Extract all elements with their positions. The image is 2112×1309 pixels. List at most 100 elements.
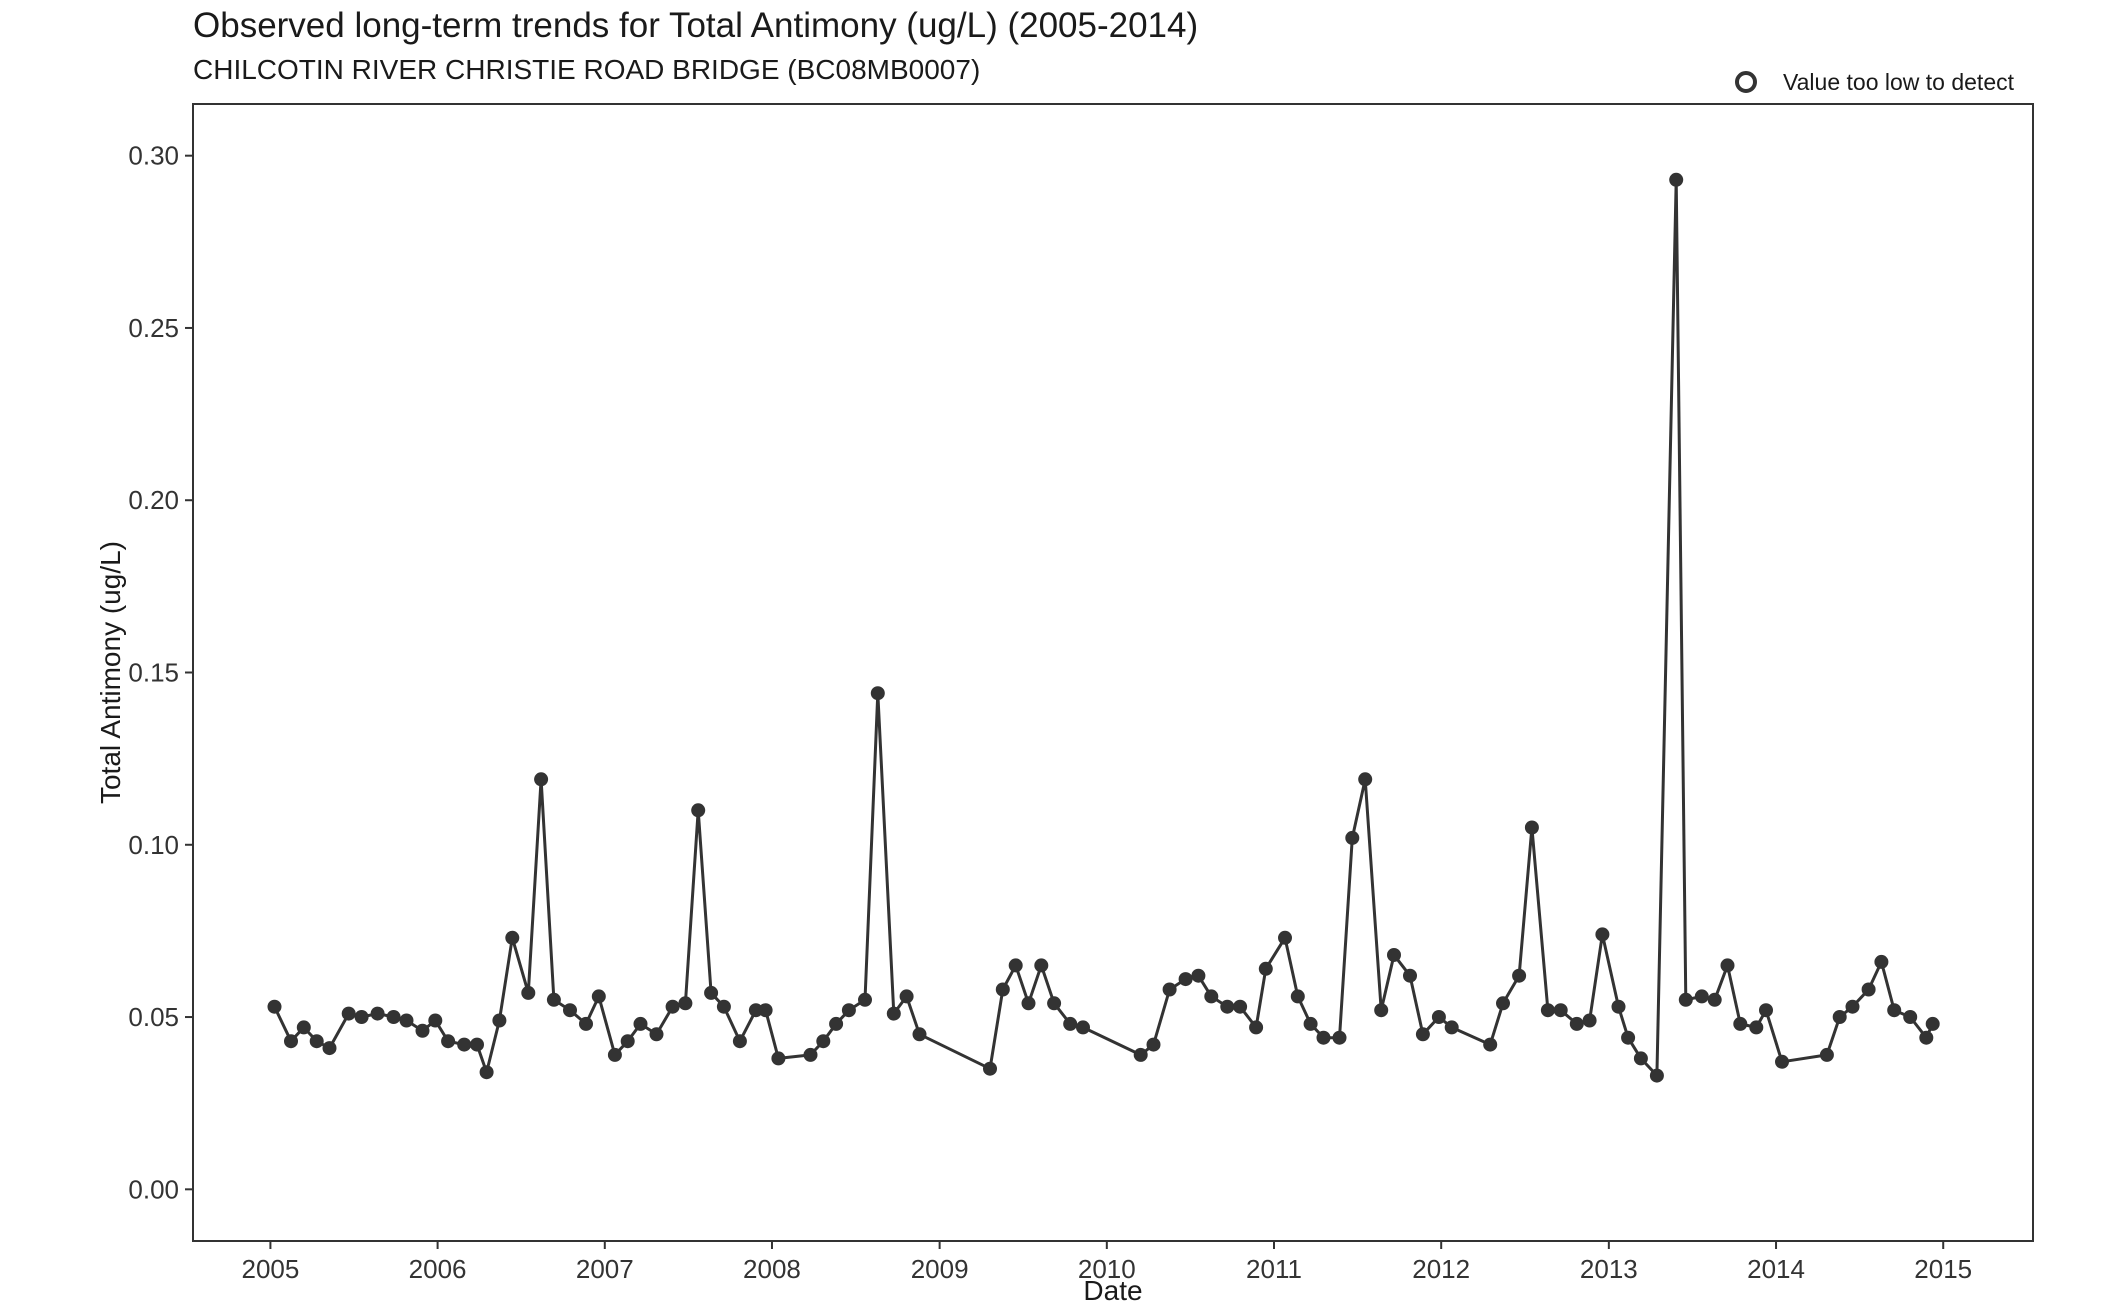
- data-point: [1694, 989, 1709, 1004]
- data-point: [1316, 1030, 1331, 1045]
- data-point: [1553, 1003, 1568, 1018]
- data-point: [1415, 1027, 1430, 1042]
- data-point: [1133, 1047, 1148, 1062]
- data-point: [1832, 1010, 1847, 1024]
- y-tick-label: 0.20: [128, 485, 179, 515]
- data-point: [1707, 992, 1722, 1007]
- x-tick-label: 2007: [576, 1254, 634, 1284]
- data-point: [1678, 992, 1693, 1007]
- data-point: [1903, 1010, 1918, 1024]
- data-point: [579, 1016, 593, 1031]
- data-point: [1483, 1037, 1498, 1052]
- x-tick-label: 2012: [1412, 1254, 1470, 1284]
- data-point: [899, 989, 914, 1004]
- x-tick-label: 2009: [911, 1254, 969, 1284]
- data-point: [1874, 954, 1889, 969]
- data-point: [322, 1041, 337, 1056]
- data-point: [1669, 172, 1684, 187]
- data-point: [1220, 999, 1235, 1014]
- data-point: [1303, 1016, 1318, 1031]
- x-tick-label: 2013: [1580, 1254, 1638, 1284]
- data-point: [1374, 1003, 1389, 1018]
- data-point: [816, 1034, 831, 1049]
- data-point: [505, 930, 520, 945]
- data-point: [1387, 948, 1401, 962]
- x-axis: 2005 2006 2007 2008 2009 2010 2011 2012 2013 2014…: [241, 1241, 1972, 1284]
- data-point: [704, 985, 719, 1000]
- data-point: [803, 1047, 818, 1062]
- data-point: [1925, 1016, 1940, 1031]
- data-point: [829, 1016, 844, 1031]
- data-point: [620, 1034, 635, 1049]
- data-point: [1345, 830, 1360, 845]
- data-point: [284, 1034, 298, 1049]
- data-point: [341, 1006, 356, 1021]
- data-point: [1191, 968, 1206, 983]
- data-point: [415, 1023, 430, 1038]
- data-point: [1021, 996, 1036, 1011]
- data-point: [1008, 958, 1023, 973]
- data-point: [1162, 982, 1177, 997]
- data-point: [1759, 1003, 1773, 1018]
- data-point: [758, 1003, 773, 1018]
- data-point: [1887, 1003, 1902, 1018]
- plot-panel-border: [192, 103, 2034, 1242]
- data-point: [354, 1010, 369, 1024]
- y-axis-label: Total Antimony (ug/L): [95, 541, 126, 804]
- data-point: [1034, 958, 1049, 973]
- data-point: [1047, 996, 1062, 1011]
- data-point: [370, 1006, 385, 1021]
- data-point: [1569, 1016, 1584, 1031]
- data-point: [771, 1051, 786, 1066]
- series-line: [273, 178, 1935, 1078]
- data-point: [441, 1034, 456, 1049]
- data-point: [296, 1020, 311, 1035]
- x-tick-label: 2011: [1246, 1254, 1302, 1284]
- y-tick-label: 0.00: [128, 1174, 179, 1204]
- data-point: [858, 992, 872, 1007]
- data-point: [1249, 1020, 1264, 1035]
- data-point: [1633, 1051, 1648, 1066]
- legend: Value too low to detect: [1735, 66, 2014, 98]
- data-point: [386, 1010, 401, 1024]
- x-tick-label: 2015: [1914, 1254, 1972, 1284]
- data-point: [1720, 958, 1735, 973]
- data-point: [1919, 1030, 1934, 1045]
- data-point: [1819, 1047, 1834, 1062]
- data-point: [492, 1013, 507, 1028]
- data-point: [1582, 1013, 1597, 1028]
- data-point: [1540, 1003, 1555, 1018]
- x-tick-label: 2008: [743, 1254, 801, 1284]
- data-point: [1524, 820, 1539, 835]
- data-point: [870, 686, 885, 701]
- data-point: [678, 996, 693, 1011]
- data-point: [267, 999, 282, 1014]
- data-point: [457, 1037, 472, 1052]
- data-point: [1775, 1054, 1789, 1069]
- data-point: [1431, 1010, 1446, 1024]
- y-axis: 0.00 0.05 0.10 0.15 0.20 0.25 0.30: [128, 141, 193, 1204]
- x-tick-label: 2014: [1747, 1254, 1805, 1284]
- data-point: [665, 999, 680, 1014]
- chart-title: Observed long-term trends for Total Anti…: [193, 6, 1199, 45]
- data-point: [748, 1003, 763, 1018]
- x-tick-label: 2005: [241, 1254, 299, 1284]
- data-point: [428, 1013, 443, 1028]
- y-tick-label: 0.30: [128, 141, 179, 171]
- data-point: [1146, 1037, 1161, 1052]
- data-point: [1258, 961, 1273, 976]
- x-tick-label: 2010: [1078, 1254, 1136, 1284]
- data-point: [732, 1034, 747, 1049]
- data-point: [399, 1013, 414, 1028]
- data-point: [1063, 1016, 1078, 1031]
- data-point: [1278, 930, 1292, 945]
- data-point: [479, 1065, 494, 1080]
- data-point: [886, 1006, 901, 1021]
- data-point: [841, 1003, 856, 1018]
- x-tick-label: 2006: [409, 1254, 467, 1284]
- data-point: [1204, 989, 1219, 1004]
- data-point: [534, 772, 549, 787]
- data-point: [1496, 996, 1510, 1011]
- data-point: [1076, 1020, 1090, 1035]
- data-point: [649, 1027, 664, 1042]
